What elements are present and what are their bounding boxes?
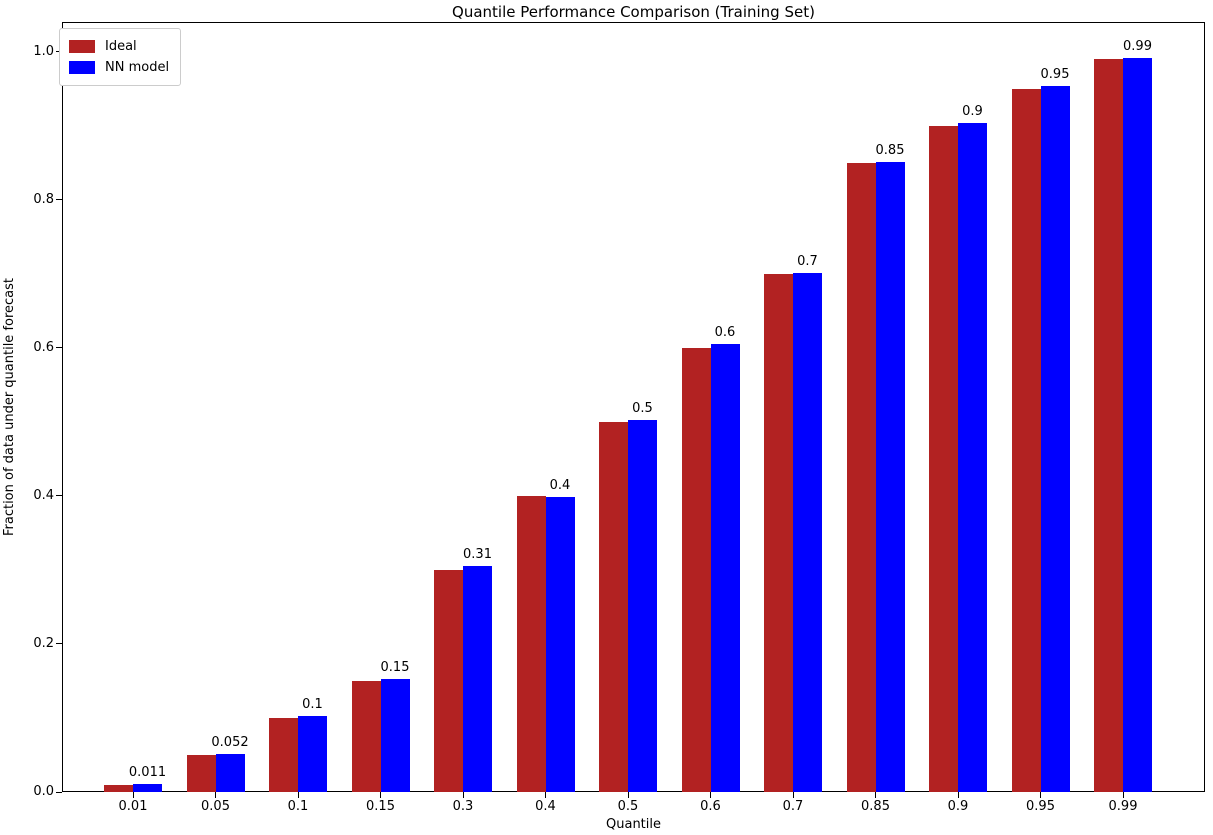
bar-value-label: 0.4	[549, 478, 571, 494]
legend: Ideal NN model	[59, 28, 182, 86]
legend-entry-nn-model: NN model	[69, 57, 169, 78]
legend-entry-ideal: Ideal	[69, 36, 169, 57]
x-tick-label: 0.6	[700, 799, 721, 814]
bar-nn-model	[463, 566, 492, 792]
bar-ideal	[351, 680, 381, 792]
x-axis-label: Quantile	[606, 817, 661, 832]
x-tick-mark	[297, 792, 299, 798]
y-tick-label: 0.8	[33, 191, 54, 207]
bar-nn-model	[875, 161, 905, 792]
legend-swatch-ideal	[69, 40, 95, 53]
y-tick-mark	[56, 495, 62, 497]
x-tick-label: 0.95	[1026, 799, 1055, 814]
y-tick-mark	[56, 643, 62, 645]
y-axis-label: Fraction of data under quantile forecast	[2, 277, 17, 537]
bar-nn-model	[298, 716, 327, 792]
bar-nn-model	[215, 753, 245, 792]
x-tick-mark	[627, 792, 629, 798]
bar-value-label: 0.052	[211, 734, 249, 750]
bar-value-label: 0.011	[128, 764, 167, 780]
bar-value-label: 0.15	[380, 660, 410, 676]
y-tick-label: 0.6	[33, 339, 54, 355]
bar-ideal	[516, 495, 546, 792]
bar-value-label: 0.85	[875, 142, 905, 158]
bar-nn-model	[1123, 57, 1152, 792]
bar-ideal	[1011, 88, 1041, 792]
bar-nn-model	[958, 123, 987, 792]
y-tick-mark	[56, 347, 62, 349]
bar-ideal	[599, 421, 628, 792]
bar-ideal	[104, 784, 133, 792]
x-tick-mark	[1040, 792, 1041, 798]
y-tick-mark	[56, 791, 62, 793]
x-tick-mark	[462, 792, 464, 798]
bar-ideal	[269, 717, 298, 792]
x-tick-label: 0.7	[782, 799, 804, 814]
bar-ideal	[186, 754, 216, 792]
bar-nn-model	[628, 419, 657, 792]
chart-title: Quantile Performance Comparison (Trainin…	[452, 3, 815, 21]
bar-ideal	[764, 273, 793, 792]
x-tick-label: 0.85	[861, 799, 890, 814]
legend-swatch-nn-model	[69, 61, 95, 74]
x-tick-mark	[380, 792, 381, 798]
bar-nn-model	[380, 679, 410, 792]
x-tick-label: 0.01	[118, 799, 148, 814]
x-tick-label: 0.1	[287, 799, 309, 814]
bar-value-label: 0.1	[302, 697, 323, 713]
x-tick-mark	[957, 792, 959, 798]
bar-value-label: 0.7	[797, 253, 818, 269]
x-tick-mark	[792, 792, 794, 798]
x-tick-label: 0.5	[617, 799, 639, 814]
bar-ideal	[929, 125, 958, 792]
x-tick-label: 0.15	[366, 799, 395, 814]
bar-value-label: 0.99	[1123, 38, 1152, 54]
x-tick-mark	[710, 792, 711, 798]
bar-value-label: 0.31	[463, 547, 492, 563]
y-tick-label: 0.2	[33, 635, 54, 651]
x-tick-mark	[132, 792, 134, 798]
bar-ideal	[1094, 59, 1123, 792]
bar-nn-model	[793, 272, 822, 792]
bar-nn-model	[545, 497, 575, 792]
bar-ideal	[434, 569, 463, 792]
bar-value-label: 0.5	[632, 400, 653, 416]
x-tick-mark	[545, 792, 546, 798]
y-tick-mark	[56, 199, 62, 201]
bar-value-label: 0.6	[714, 325, 736, 341]
y-tick-label: 0.0	[33, 784, 54, 799]
bar-ideal	[846, 162, 876, 792]
bar-nn-model	[1040, 85, 1070, 792]
bar-nn-model	[133, 783, 162, 792]
bar-value-label: 0.95	[1040, 66, 1070, 82]
x-tick-mark	[1122, 792, 1124, 798]
x-tick-label: 0.4	[535, 799, 556, 814]
bar-ideal	[681, 347, 711, 792]
bar-value-label: 0.9	[962, 104, 983, 120]
bar-nn-model	[710, 344, 740, 792]
y-tick-label: 1.0	[33, 43, 54, 59]
y-tick-label: 0.4	[33, 487, 54, 503]
x-tick-label: 0.9	[947, 799, 969, 814]
x-tick-label: 0.99	[1108, 799, 1138, 814]
legend-label-ideal: Ideal	[105, 38, 137, 54]
x-tick-label: 0.3	[452, 799, 474, 814]
x-tick-mark	[215, 792, 216, 798]
legend-label-nn-model: NN model	[105, 59, 170, 75]
x-tick-mark	[875, 792, 876, 798]
x-tick-label: 0.05	[201, 799, 230, 814]
